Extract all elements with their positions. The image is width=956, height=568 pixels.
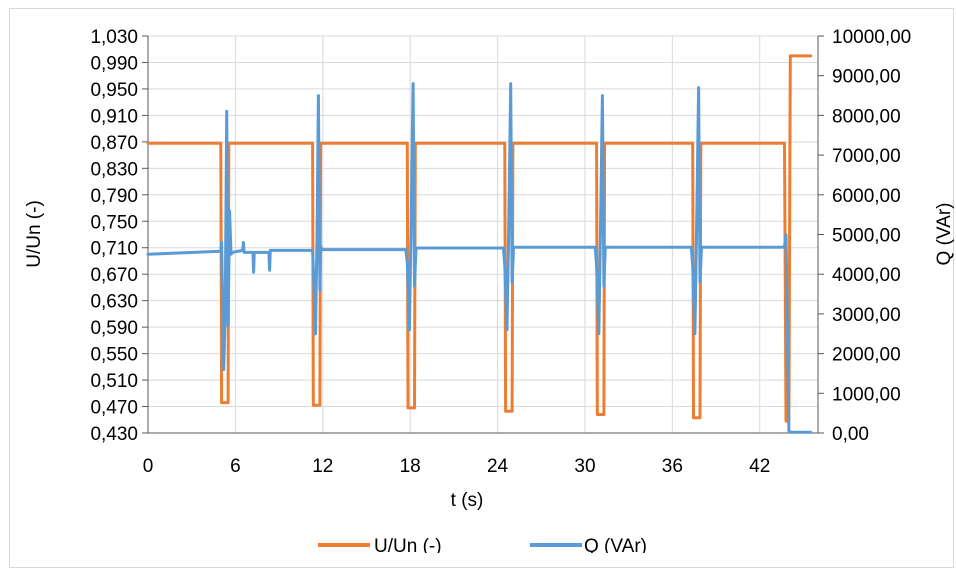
series-layer — [146, 54, 813, 434]
y2-tick-label: 3000,00 — [832, 305, 901, 326]
y-tick-label: 1,030 — [90, 27, 138, 48]
x-tick-label: 36 — [662, 456, 683, 477]
y-tick-label: 0,590 — [90, 318, 138, 339]
x-axis-title: t (s) — [451, 490, 484, 511]
x-tick-label: 18 — [400, 456, 421, 477]
y2-tick-label: 10000,00 — [832, 27, 911, 48]
y2-tick-label: 8000,00 — [832, 106, 901, 127]
x-tick-labels: 0 6 12 18 24 30 36 42 — [143, 456, 771, 477]
x-tick-label: 24 — [487, 456, 509, 477]
y-tick-label: 0,470 — [90, 398, 138, 419]
x-tick-label: 12 — [312, 456, 333, 477]
y-tick-label: 0,910 — [90, 106, 138, 127]
y2-tick-label: 0,00 — [832, 424, 869, 445]
legend-label-q: Q (VAr) — [584, 536, 647, 553]
y2-axis-title: Q (VAr) — [934, 203, 955, 266]
series-line-u-un — [146, 54, 813, 423]
line-chart: 0,430 0,470 0,510 0,550 0,590 0,630 0,670 0,710… — [24, 27, 955, 553]
y-tick-label: 0,550 — [90, 345, 138, 366]
y-tick-labels: 0,430 0,470 0,510 0,550 0,590 0,630 0,670 0,710… — [90, 27, 138, 445]
x-tick-label: 6 — [230, 456, 241, 477]
y-tick-label: 0,630 — [90, 292, 138, 313]
series-line-q-var — [146, 82, 813, 434]
y-tick-label: 0,750 — [90, 212, 138, 233]
y2-tick-label: 2000,00 — [832, 345, 901, 366]
y2-tick-label: 5000,00 — [832, 226, 901, 247]
y-tick-label: 0,870 — [90, 133, 138, 154]
chart-frame — [9, 8, 954, 568]
gridlines — [148, 35, 819, 434]
y2-tick-label: 4000,00 — [832, 265, 901, 286]
x-tick-label: 0 — [143, 456, 154, 477]
y-tick-label: 0,430 — [90, 424, 138, 445]
x-tick-label: 30 — [574, 456, 595, 477]
legend: U/Un (-) Q (VAr) — [318, 536, 647, 553]
y-tick-label: 0,510 — [90, 371, 138, 392]
y2-tick-label: 7000,00 — [832, 146, 901, 167]
axes — [142, 35, 824, 434]
y-tick-label: 0,830 — [90, 159, 138, 180]
y2-tick-label: 1000,00 — [832, 384, 901, 405]
y2-tick-labels: 0,00 1000,00 2000,00 3000,00 4000,00 5000,00 6… — [832, 27, 911, 445]
y-axis-title: U/Un (-) — [24, 200, 45, 268]
y2-tick-label: 6000,00 — [832, 186, 901, 207]
y-tick-label: 0,990 — [90, 53, 138, 74]
y-tick-label: 0,670 — [90, 265, 138, 286]
legend-label-u: U/Un (-) — [374, 536, 442, 553]
y-tick-label: 0,790 — [90, 186, 138, 207]
x-tick-label: 42 — [749, 456, 770, 477]
y2-tick-label: 9000,00 — [832, 67, 901, 88]
y-tick-label: 0,710 — [90, 239, 138, 260]
y-tick-label: 0,950 — [90, 80, 138, 101]
